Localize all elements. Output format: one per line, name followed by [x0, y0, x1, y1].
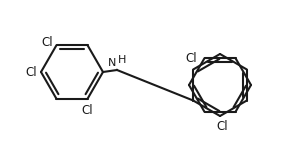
- Text: H: H: [118, 55, 126, 65]
- Text: Cl: Cl: [25, 65, 37, 78]
- Text: N: N: [108, 58, 116, 68]
- Text: Cl: Cl: [216, 120, 228, 133]
- Text: Cl: Cl: [82, 104, 93, 117]
- Text: Cl: Cl: [41, 36, 53, 49]
- Text: Cl: Cl: [185, 51, 197, 65]
